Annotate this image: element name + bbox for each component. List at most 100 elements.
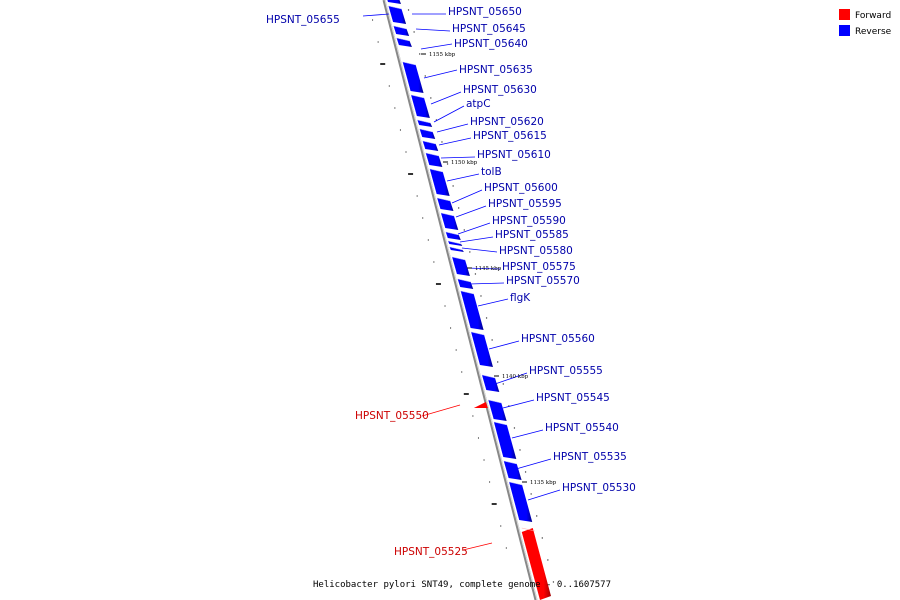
gene-hpsnt-05545-leader	[502, 399, 535, 409]
guide-dot	[497, 361, 499, 363]
gene-hpsnt-05585-label[interactable]: HPSNT_05585	[495, 229, 569, 241]
gene-hpsnt-05620-block[interactable]	[419, 129, 436, 139]
label-leaders	[362, 13, 561, 551]
genome-caption: Helicobacter pylori SNT49, complete geno…	[313, 580, 611, 590]
gene-hpsnt-05525-block[interactable]	[521, 528, 551, 600]
gene-hpsnt-05540-label[interactable]: HPSNT_05540	[545, 422, 619, 434]
gene-hpsnt-05635-label[interactable]: HPSNT_05635	[459, 64, 533, 76]
genome-backbone	[382, 0, 538, 600]
guide-dot	[513, 427, 516, 429]
gene-hpsnt-05575-block[interactable]	[452, 257, 470, 276]
gene-hpsnt-05570-block[interactable]	[457, 279, 474, 289]
gene-hpsnt-05540-block[interactable]	[493, 422, 517, 459]
scale-labels: 1155 kbp 1150 kbp 1145 kbp 1140 kbp 1135 kbp	[421, 52, 557, 486]
guide-dot	[413, 31, 415, 33]
gene-hpsnt-05545-edge	[488, 399, 502, 404]
gene-hpsnt-05620-label[interactable]: HPSNT_05620	[470, 116, 544, 128]
gene-hpsnt-05600-edge	[437, 197, 451, 202]
gene-hpsnt-05585-leader	[459, 236, 494, 243]
gene-flgk-block[interactable]	[460, 291, 484, 330]
guide-dot	[430, 97, 432, 99]
gene-hpsnt-05580-block[interactable]	[449, 247, 464, 252]
gene-flgk-label[interactable]: flgK	[510, 292, 531, 304]
gene-hpsnt-05560-leader	[488, 340, 520, 350]
gene-hpsnt-05590-block[interactable]	[445, 232, 461, 240]
gene-hpsnt-05545-label[interactable]: HPSNT_05545	[536, 392, 610, 404]
gene-hpsnt-05525-label[interactable]: HPSNT_05525	[394, 546, 468, 558]
gene-atpc-label[interactable]: atpC	[466, 98, 491, 110]
gene-hpsnt-05655-block[interactable]	[386, 0, 402, 4]
legend-forward-swatch	[839, 9, 850, 20]
gene-hpsnt-05555-edge	[481, 374, 496, 379]
gene-hpsnt-05540-edge	[493, 421, 507, 426]
gene-hpsnt-05580-leader	[461, 247, 498, 253]
gene-hpsnt-05640-block[interactable]	[396, 38, 412, 47]
gene-hpsnt-05560-edge	[471, 331, 485, 336]
gene-hpsnt-05530-block[interactable]	[509, 482, 533, 522]
gene-hpsnt-05610-label[interactable]: HPSNT_05610	[477, 149, 551, 161]
gene-hpsnt-05630-edge	[410, 94, 425, 99]
gene-hpsnt-05530-edge	[509, 481, 523, 486]
gene-hpsnt-05640-label[interactable]: HPSNT_05640	[454, 38, 528, 50]
gene-hpsnt-05630-block[interactable]	[411, 95, 430, 118]
guide-dot	[485, 317, 488, 319]
gene-tolb-block[interactable]	[429, 169, 450, 196]
gene-hpsnt-05555-label[interactable]: HPSNT_05555	[529, 365, 603, 377]
guide-dot	[530, 493, 532, 495]
gene-hpsnt-05530-label[interactable]: HPSNT_05530	[562, 482, 636, 494]
gene-hpsnt-05570-label[interactable]: HPSNT_05570	[506, 275, 580, 287]
gene-hpsnt-05575-edge	[452, 256, 466, 261]
gene-hpsnt-05645-leader	[415, 28, 451, 32]
gene-hpsnt-05610-leader	[440, 156, 476, 159]
guide-dot	[491, 339, 493, 341]
gene-hpsnt-05630-label[interactable]: HPSNT_05630	[463, 84, 537, 96]
gene-atpc-block[interactable]	[417, 120, 433, 127]
gene-hpsnt-05575-label[interactable]: HPSNT_05575	[502, 261, 576, 273]
gene-hpsnt-05560-label[interactable]: HPSNT_05560	[521, 333, 595, 345]
gene-hpsnt-05650-block[interactable]	[388, 6, 407, 24]
gene-hpsnt-05580-label[interactable]: HPSNT_05580	[499, 245, 573, 257]
gene-hpsnt-05555-block[interactable]	[482, 375, 500, 392]
gene-hpsnt-05535-leader	[515, 458, 552, 470]
gene-hpsnt-05560-block[interactable]	[471, 332, 493, 367]
gene-hpsnt-05655-leader	[362, 13, 390, 17]
gene-hpsnt-05535-block[interactable]	[503, 461, 522, 480]
gene-hpsnt-05620-leader	[436, 123, 469, 133]
gene-hpsnt-05650-label[interactable]: HPSNT_05650	[448, 6, 522, 18]
guide-dot	[524, 471, 527, 473]
gene-hpsnt-05615-leader	[438, 137, 472, 146]
gene-hpsnt-05635-block[interactable]	[402, 62, 424, 93]
gene-hpsnt-05640-leader	[420, 43, 453, 50]
guide-dot	[552, 581, 555, 583]
guide-dot	[469, 251, 471, 253]
gene-hpsnt-05610-block[interactable]	[425, 153, 443, 167]
gene-hpsnt-05600-label[interactable]: HPSNT_05600	[484, 182, 558, 194]
gene-hpsnt-05595-label[interactable]: HPSNT_05595	[488, 198, 562, 210]
gene-hpsnt-05600-block[interactable]	[437, 198, 454, 211]
gene-hpsnt-05615-label[interactable]: HPSNT_05615	[473, 130, 547, 142]
gene-hpsnt-05645-block[interactable]	[393, 26, 410, 36]
scale-tick-label: 1145 kbp	[475, 266, 502, 272]
gene-tolb-label[interactable]: tolB	[481, 166, 502, 178]
gene-hpsnt-05615-edge	[422, 140, 436, 145]
genome-backbone-highlight	[384, 0, 538, 600]
scale-tick-label: 1150 kbp	[451, 160, 478, 166]
sequence-guide	[407, 9, 555, 583]
gene-hpsnt-05655-label[interactable]: HPSNT_05655	[266, 14, 340, 26]
gene-hpsnt-05585-block[interactable]	[448, 241, 463, 246]
gene-tolb-edge	[429, 168, 443, 173]
gene-hpsnt-05615-block[interactable]	[422, 141, 439, 151]
gene-hpsnt-05550-arrow[interactable]	[473, 402, 488, 408]
gene-hpsnt-05595-block[interactable]	[440, 213, 459, 230]
guide-dot	[457, 207, 460, 209]
gene-hpsnt-05545-block[interactable]	[488, 400, 507, 421]
gene-hpsnt-05535-edge	[503, 460, 517, 465]
gene-hpsnt-05645-label[interactable]: HPSNT_05645	[452, 23, 526, 35]
gene-tolb-leader	[446, 173, 480, 182]
guide-dot	[474, 273, 477, 275]
gene-hpsnt-05550-label[interactable]: HPSNT_05550	[355, 410, 429, 422]
gene-hpsnt-05535-label[interactable]: HPSNT_05535	[553, 451, 627, 463]
gene-hpsnt-05620-edge	[419, 128, 433, 133]
guide-dot	[446, 163, 449, 165]
gene-hpsnt-05590-label[interactable]: HPSNT_05590	[492, 215, 566, 227]
